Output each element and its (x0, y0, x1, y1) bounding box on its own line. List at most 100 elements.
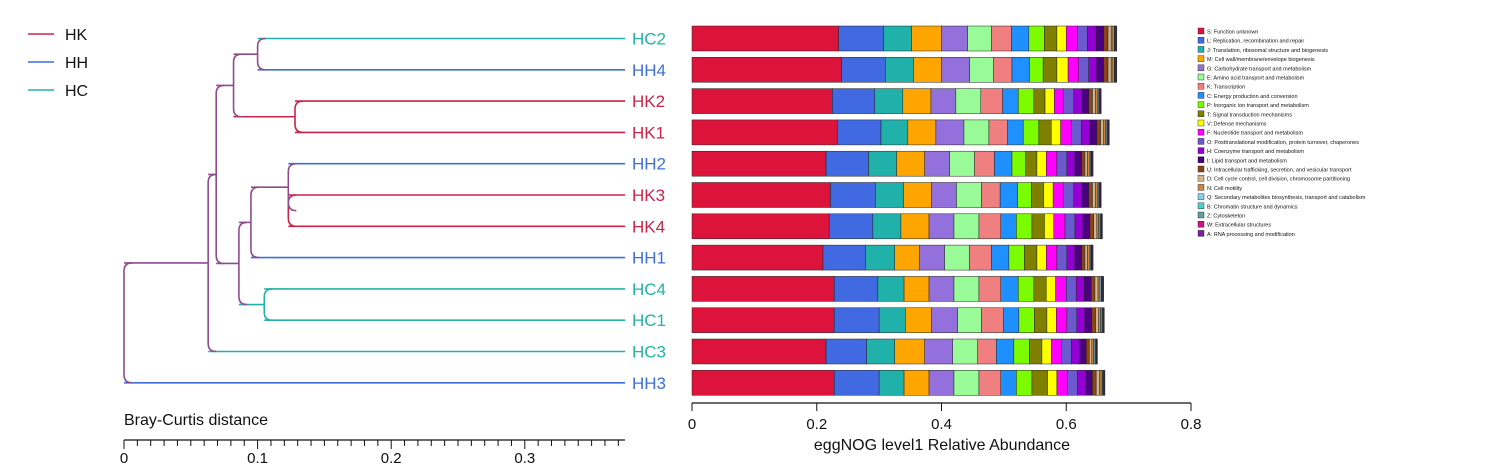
bar-segment (903, 370, 930, 396)
bar-segment (1053, 213, 1066, 240)
bar-segment (1100, 119, 1104, 146)
bar-segment (1082, 213, 1091, 240)
bar-segment (1107, 57, 1112, 83)
bar-segment (1029, 57, 1044, 83)
bar-segment (1033, 276, 1047, 302)
legend-swatch (1197, 37, 1205, 44)
legend-label: W: Extracellular structures (1207, 223, 1271, 229)
bar-segment (894, 338, 925, 365)
bar-segment (1092, 88, 1096, 114)
dendrogram-connector (238, 221, 247, 306)
bar-segment (1016, 213, 1033, 240)
bar-segment (911, 25, 942, 52)
bar-segment (874, 88, 904, 114)
group-legend-label: HH (65, 55, 88, 72)
bar-segment (1056, 244, 1068, 271)
abundance-axis: eggNOG level1 Relative Abundance 0 0.2 0.4… (688, 402, 1202, 454)
bar-segment (1095, 307, 1099, 333)
bar-segment (894, 244, 920, 271)
legend-label: G: Carbohydrate transport and metabolism (1207, 66, 1312, 72)
bar-segment (953, 370, 980, 396)
bar-segment (1091, 307, 1096, 333)
legend-swatch (1197, 64, 1205, 72)
bar-segment (1084, 244, 1088, 271)
bar-segment (1075, 276, 1085, 302)
bar-segment (1054, 88, 1065, 114)
bar-segment (1042, 57, 1058, 83)
bar-segment (1034, 307, 1048, 333)
bar-segment (896, 150, 925, 177)
bar-segment (956, 182, 982, 208)
sample-label: HK1 (632, 123, 665, 142)
bar-segment (833, 370, 880, 396)
bar-segment (991, 25, 1012, 52)
bar-segment (872, 213, 902, 240)
bar-segment (978, 276, 1002, 302)
bar-segment (1046, 150, 1058, 177)
bar-segment (1056, 150, 1068, 177)
bar-segment (691, 88, 833, 114)
sample-label: HC3 (632, 343, 666, 362)
legend-label: D: Cell cycle control, cell division, ch… (1207, 177, 1350, 183)
legend-swatch (1197, 128, 1205, 136)
bar-segment (1074, 150, 1083, 177)
bar-segment (691, 119, 838, 146)
legend-swatch (1197, 156, 1205, 164)
bar-segment (1095, 182, 1098, 208)
bar-segment (865, 244, 895, 271)
abundance-tick-label: 0.8 (1181, 416, 1202, 433)
bar-segment (996, 338, 1015, 365)
sample-label: HH2 (632, 155, 666, 174)
legend-label: L: Replication, recombination and repair (1207, 39, 1304, 45)
bar-segment (691, 370, 835, 396)
legend-swatch (1197, 184, 1205, 191)
legend-swatch (1197, 147, 1205, 154)
bar-segment (822, 244, 866, 271)
bar-segment (963, 119, 990, 146)
dendrogram-connector (123, 262, 133, 384)
bar-segment (1089, 213, 1094, 240)
bar-segment (1076, 307, 1086, 333)
bar-segment (1038, 119, 1052, 146)
bar-segment (1092, 150, 1094, 177)
bar-segment (994, 150, 1013, 177)
legend-label: Z: Cytoskeleton (1207, 214, 1245, 220)
bar-segment (928, 276, 955, 302)
bar-segment (1063, 88, 1074, 114)
legend-label: I: Lipid transport and metabolism (1207, 158, 1287, 164)
bar-segment (1041, 338, 1052, 365)
bar-segment (902, 88, 932, 114)
bar-segment (877, 276, 905, 302)
bar-segment (1087, 25, 1097, 52)
bar-segment (1066, 276, 1077, 302)
bar-segment (1103, 57, 1109, 83)
bar-segment (1036, 150, 1047, 177)
legend-label: M: Cell wall/membrane/envelope biogenesi… (1207, 57, 1315, 63)
legend-label: J: Translation, ribosomal structure and … (1207, 48, 1328, 54)
bar-segment (825, 150, 869, 177)
bar-segment (967, 25, 992, 52)
legend-label: E: Amino acid transport and metabolism (1207, 76, 1305, 82)
legend-label: T: Signal transduction mechanisms (1207, 112, 1292, 118)
sample-label: HC2 (632, 30, 666, 49)
distance-tick-label: 0 (120, 450, 128, 467)
distance-axis: Bray-Curtis distance 0 0.1 0.2 0.3 (120, 412, 625, 467)
legend-swatch (1197, 27, 1205, 35)
bar-segment (1061, 338, 1072, 365)
bar-segment (1028, 25, 1045, 52)
bar-segment (880, 119, 909, 146)
bar-segment (1066, 150, 1076, 177)
bar-segment (1055, 276, 1067, 302)
bar-segment (981, 307, 1004, 333)
group-legend: HK HH HC (28, 27, 88, 100)
bar-segment (953, 213, 980, 240)
legend-label: K: Transcription (1207, 85, 1245, 91)
legend-label: F: Nucleotide transport and metabolism (1207, 131, 1303, 137)
bar-segment (1081, 244, 1086, 271)
bar-segment (1056, 57, 1069, 83)
bar-segment (1022, 119, 1040, 146)
dendrogram-connector (287, 162, 297, 212)
group-legend-label: HC (65, 83, 88, 100)
bar-segment (1098, 307, 1101, 333)
bar-segment (1115, 25, 1118, 52)
